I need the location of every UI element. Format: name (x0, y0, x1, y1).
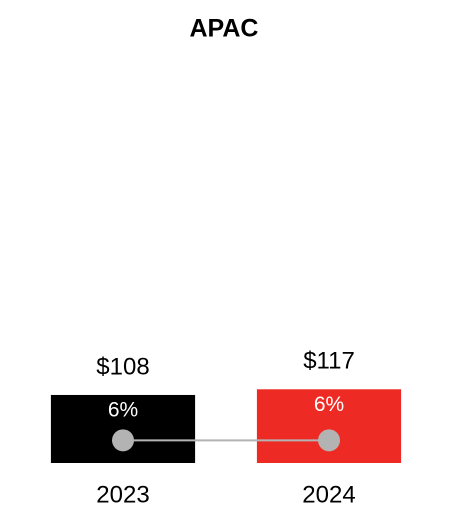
bar (50, 394, 196, 463)
point-label: 6% (108, 399, 138, 422)
value-label: $117 (303, 348, 355, 375)
x-tick-label: 2024 (302, 481, 355, 508)
value-label: $108 (96, 353, 149, 380)
point (112, 429, 134, 452)
chart-title: APAC (190, 15, 259, 43)
point-label: 6% (314, 393, 344, 416)
x-tick-label: 2023 (96, 481, 149, 508)
point (318, 429, 340, 452)
